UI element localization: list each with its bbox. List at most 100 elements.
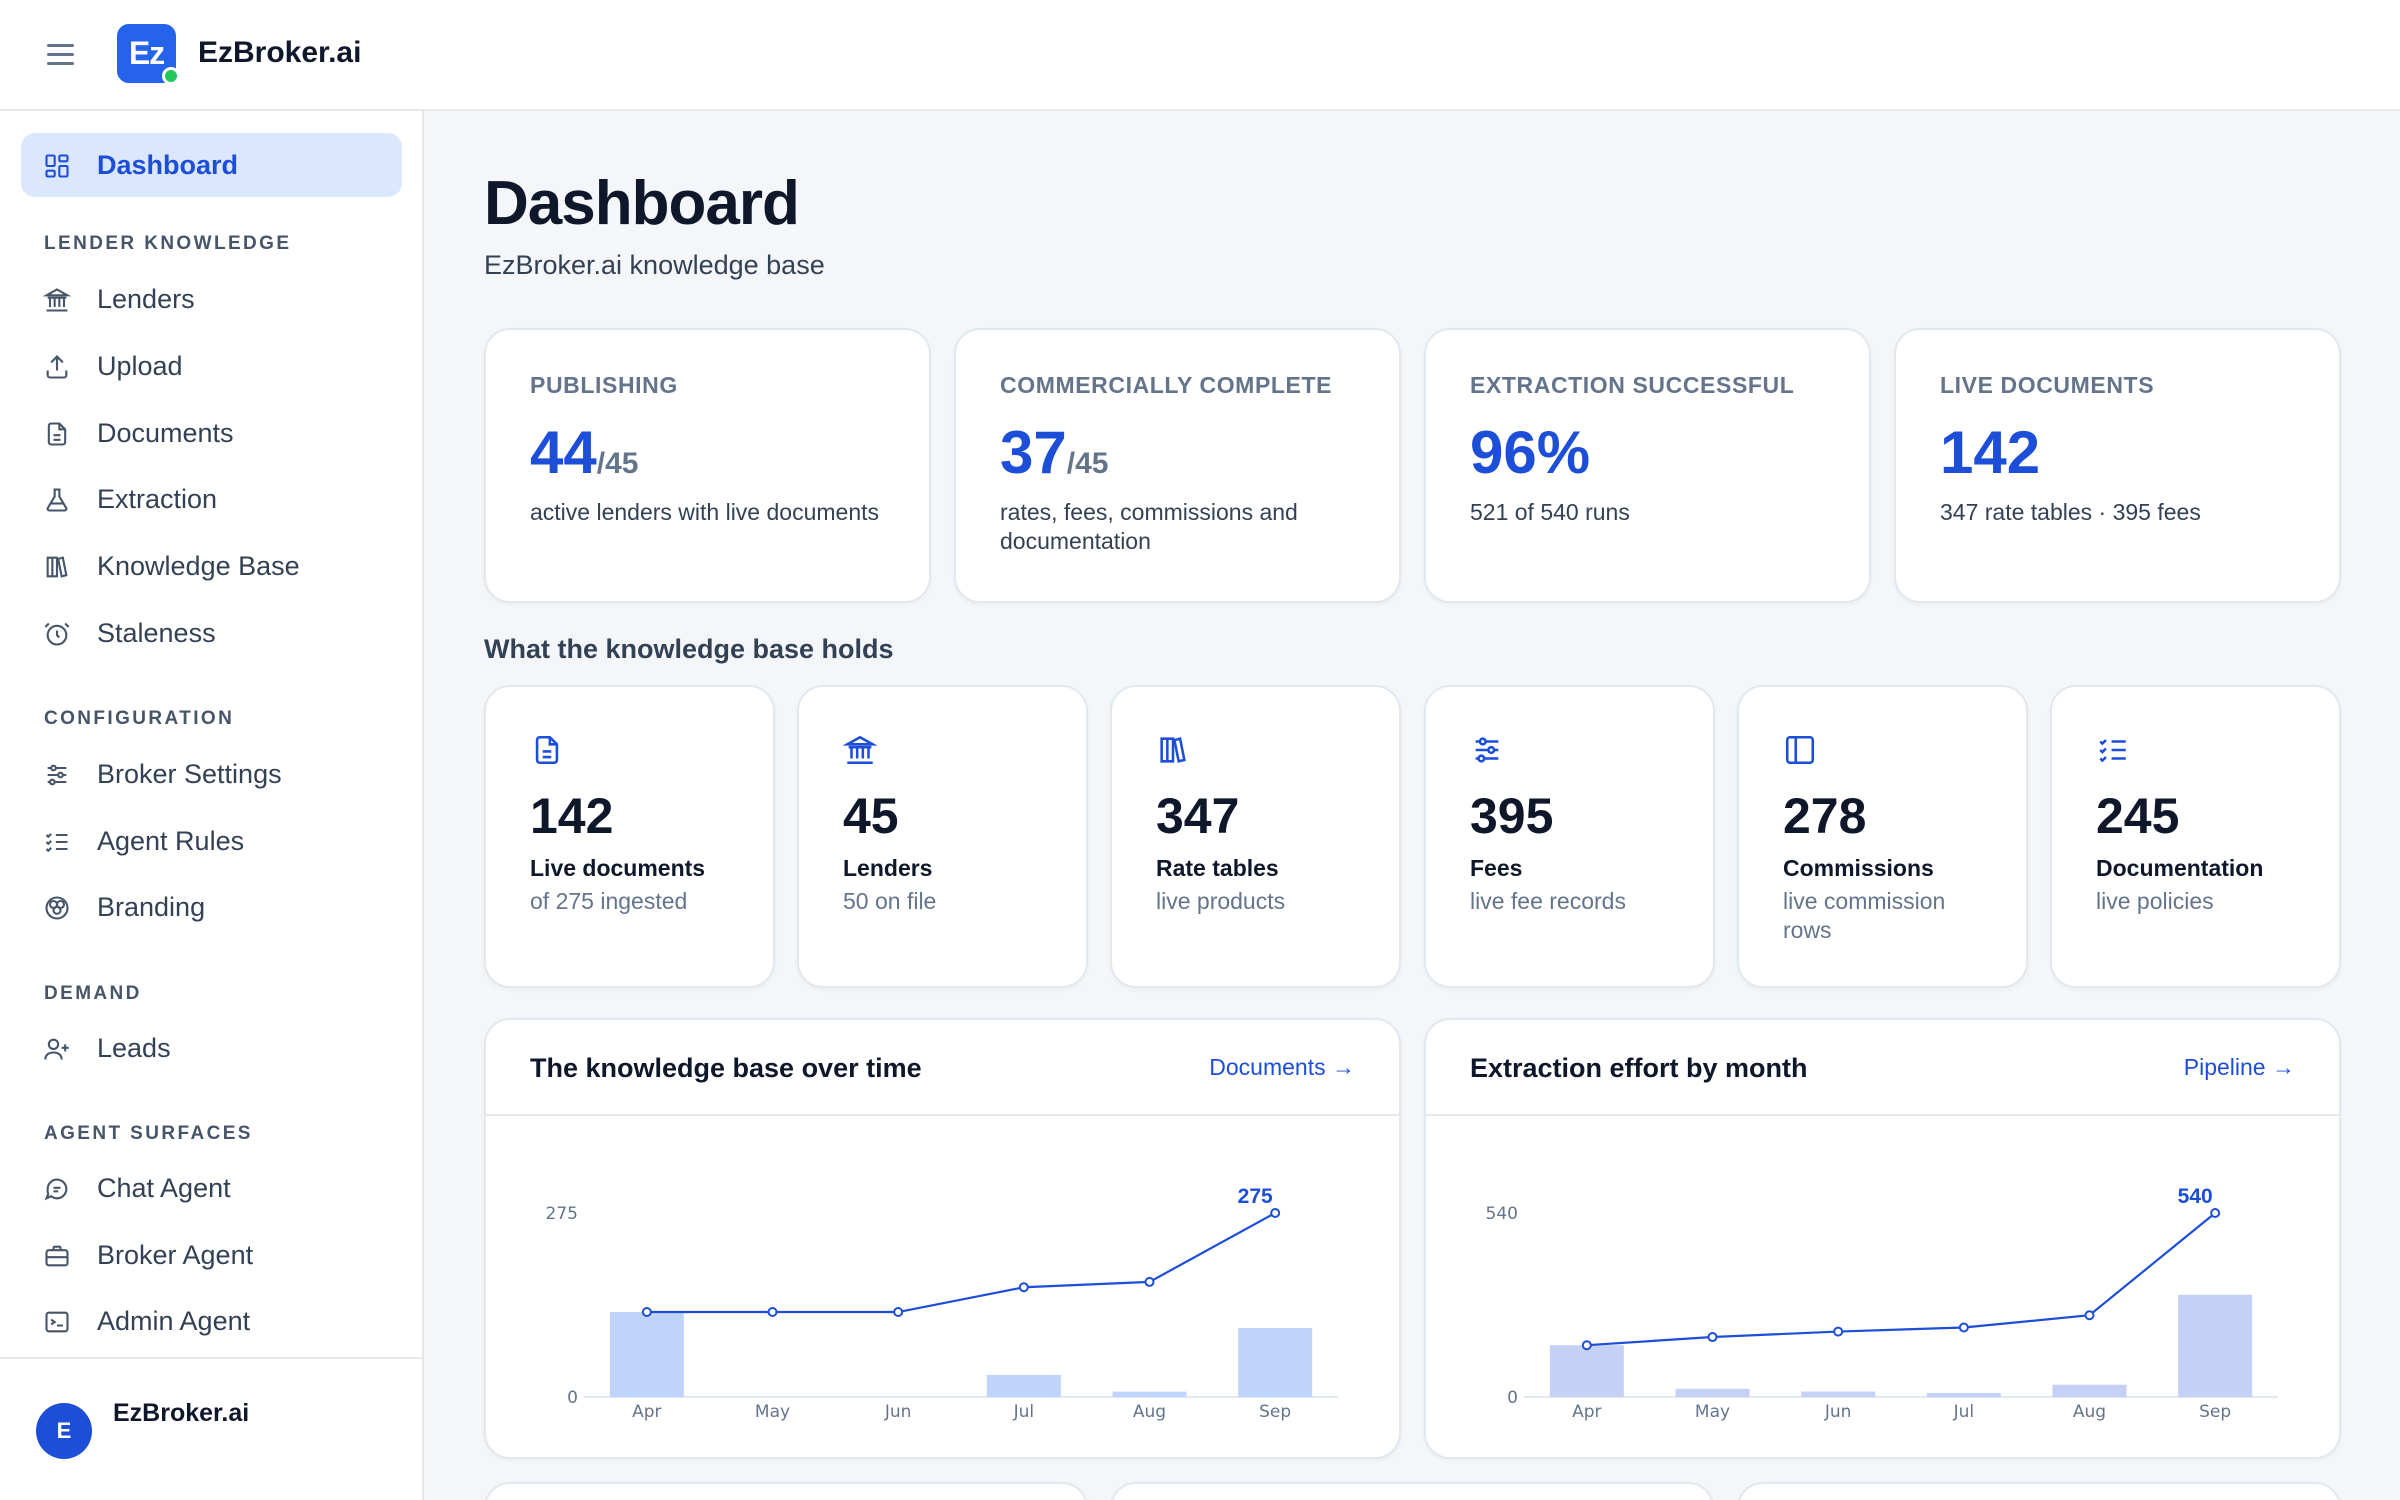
y-tick-label: 0 xyxy=(567,1388,578,1408)
clock-alert-icon xyxy=(44,622,70,646)
kb-label: Fees xyxy=(1470,855,1523,881)
pipeline-link[interactable]: Pipeline → xyxy=(2183,1054,2295,1080)
stat-label: PUBLISHING xyxy=(530,372,678,398)
x-tick-label: Jul xyxy=(1013,1402,1035,1422)
sidebar-item-chat-agent[interactable]: Chat Agent xyxy=(21,1156,402,1220)
kb-card-rate-tables[interactable]: 347 Rate tables live products xyxy=(1110,685,1401,988)
sidebar-item-broker-settings[interactable]: Broker Settings xyxy=(21,742,402,806)
sidebar-item-label: Extraction xyxy=(97,483,218,514)
card-partial xyxy=(1110,1482,1714,1500)
library-icon xyxy=(46,556,68,578)
status-dot xyxy=(162,67,180,85)
sliders-icon xyxy=(1475,737,1499,763)
logo-text: Ez xyxy=(128,35,165,71)
sidebar-item-label: Documents xyxy=(97,417,234,448)
x-tick-label: Jun xyxy=(1824,1402,1852,1422)
x-tick-label: Aug xyxy=(2073,1402,2106,1422)
chart-header: Extraction effort by month Pipeline → xyxy=(1426,1020,2339,1116)
chart-point xyxy=(1833,1326,1844,1337)
kb-card-fees[interactable]: 395 Fees live fee records xyxy=(1424,685,1715,988)
chart-point xyxy=(2210,1208,2221,1218)
stat-label: LIVE DOCUMENTS xyxy=(1940,372,2155,398)
chart-title: The knowledge base over time xyxy=(530,1053,922,1083)
user-plus-icon xyxy=(44,1038,69,1060)
x-tick-label: Apr xyxy=(1572,1402,1601,1422)
section-title-lender-knowledge: LENDER KNOWLEDGE xyxy=(44,233,292,254)
sidebar-item-label: Chat Agent xyxy=(97,1172,231,1203)
card-partial xyxy=(1737,1482,2341,1500)
kb-sublabel: live products xyxy=(1156,888,1286,914)
sidebar-item-label: Branding xyxy=(97,891,206,922)
sidebar-footer: E EzBroker.ai xyxy=(0,1357,422,1500)
kb-value: 395 xyxy=(1470,788,1554,844)
menu-icon[interactable] xyxy=(44,40,80,70)
sidebar-item-admin-agent[interactable]: Admin Agent xyxy=(21,1289,402,1353)
sidebar-item-label: Agent Rules xyxy=(97,825,245,856)
page-title: Dashboard xyxy=(484,169,800,238)
sidebar-item-upload[interactable]: Upload xyxy=(21,334,402,398)
avatar[interactable]: E xyxy=(36,1403,92,1459)
kb-sublabel: 50 on file xyxy=(843,888,937,914)
app-logo[interactable]: Ez xyxy=(117,24,180,85)
bank-icon xyxy=(43,288,71,312)
kb-value: 45 xyxy=(843,788,899,844)
kb-sublabel: of 275 ingested xyxy=(530,888,688,914)
chart-knowledge-base-over-time: 275 0 Apr May Jun Jul Aug Sep 275 xyxy=(546,1185,1338,1422)
grid-icon xyxy=(45,154,69,178)
kb-sublabel: live commission rows xyxy=(1783,888,1946,943)
briefcase-icon xyxy=(45,1245,69,1267)
y-tick-label: 0 xyxy=(1507,1388,1518,1408)
stat-label: COMMERCIALLY COMPLETE xyxy=(1000,372,1333,398)
sidebar-item-label: Broker Agent xyxy=(97,1239,254,1270)
flask-icon xyxy=(46,488,68,512)
peak-data-label: 275 xyxy=(1238,1185,1273,1208)
sidebar: Dashboard LENDER KNOWLEDGE Lenders Uploa… xyxy=(0,111,424,1500)
sidebar-item-knowledge-base[interactable]: Knowledge Base xyxy=(21,534,402,598)
sidebar-item-label: Lenders xyxy=(97,283,195,314)
sidebar-item-extraction[interactable]: Extraction xyxy=(21,467,402,531)
chart-card-knowledge-base: The knowledge base over time Documents →… xyxy=(484,1018,1401,1459)
sidebar-item-label: Staleness xyxy=(97,617,216,648)
sidebar-item-broker-agent[interactable]: Broker Agent xyxy=(21,1223,402,1287)
section-title-agent-surfaces: AGENT SURFACES xyxy=(44,1123,253,1144)
chart-line xyxy=(646,1212,1276,1314)
kb-card-documentation[interactable]: 245 Documentation live policies xyxy=(2050,685,2341,988)
chart-point xyxy=(641,1307,652,1318)
kb-value: 278 xyxy=(1783,788,1867,844)
kb-card-live-documents[interactable]: 142 Live documents of 275 ingested xyxy=(484,685,775,988)
chart-point xyxy=(1270,1208,1281,1218)
stat-value: 142 xyxy=(1940,419,2041,486)
document-icon xyxy=(47,422,67,446)
x-tick-label: Aug xyxy=(1133,1402,1166,1422)
kb-card-commissions[interactable]: 278 Commissions live commission rows xyxy=(1737,685,2028,988)
chat-icon xyxy=(44,1178,68,1201)
bank-icon xyxy=(843,735,877,765)
brand-name: EzBroker.ai xyxy=(198,36,362,69)
sidebar-item-dashboard[interactable]: Dashboard xyxy=(21,133,402,197)
chart-point xyxy=(1958,1322,1969,1333)
chart-point xyxy=(1018,1282,1029,1293)
sidebar-item-branding[interactable]: Branding xyxy=(21,875,402,939)
sidebar-item-label: Upload xyxy=(97,350,183,381)
peak-data-label: 540 xyxy=(2178,1185,2213,1208)
stat-description: 347 rate tables · 395 fees xyxy=(1940,499,2201,525)
sidebar-item-documents[interactable]: Documents xyxy=(21,401,402,465)
sidebar-item-agent-rules[interactable]: Agent Rules xyxy=(21,809,402,873)
stat-description: active lenders with live documents xyxy=(530,499,879,525)
x-tick-label: May xyxy=(1695,1402,1730,1422)
kb-value: 245 xyxy=(2096,788,2180,844)
documents-link[interactable]: Documents → xyxy=(1209,1054,1355,1080)
chart-bar xyxy=(2052,1384,2127,1397)
sidebar-item-lenders[interactable]: Lenders xyxy=(21,267,402,331)
terminal-icon xyxy=(45,1311,69,1333)
chart-bar xyxy=(2178,1294,2253,1397)
top-bar: Ez EzBroker.ai xyxy=(0,0,2400,111)
chart-bar xyxy=(609,1312,684,1397)
y-tick-label: 540 xyxy=(1486,1204,1518,1224)
x-tick-label: Jul xyxy=(1953,1402,1975,1422)
kb-label: Live documents xyxy=(530,855,706,881)
sidebar-item-leads[interactable]: Leads xyxy=(21,1016,402,1080)
account-name: EzBroker.ai xyxy=(113,1399,250,1427)
sidebar-item-staleness[interactable]: Staleness xyxy=(21,601,402,665)
kb-card-lenders[interactable]: 45 Lenders 50 on file xyxy=(797,685,1088,988)
